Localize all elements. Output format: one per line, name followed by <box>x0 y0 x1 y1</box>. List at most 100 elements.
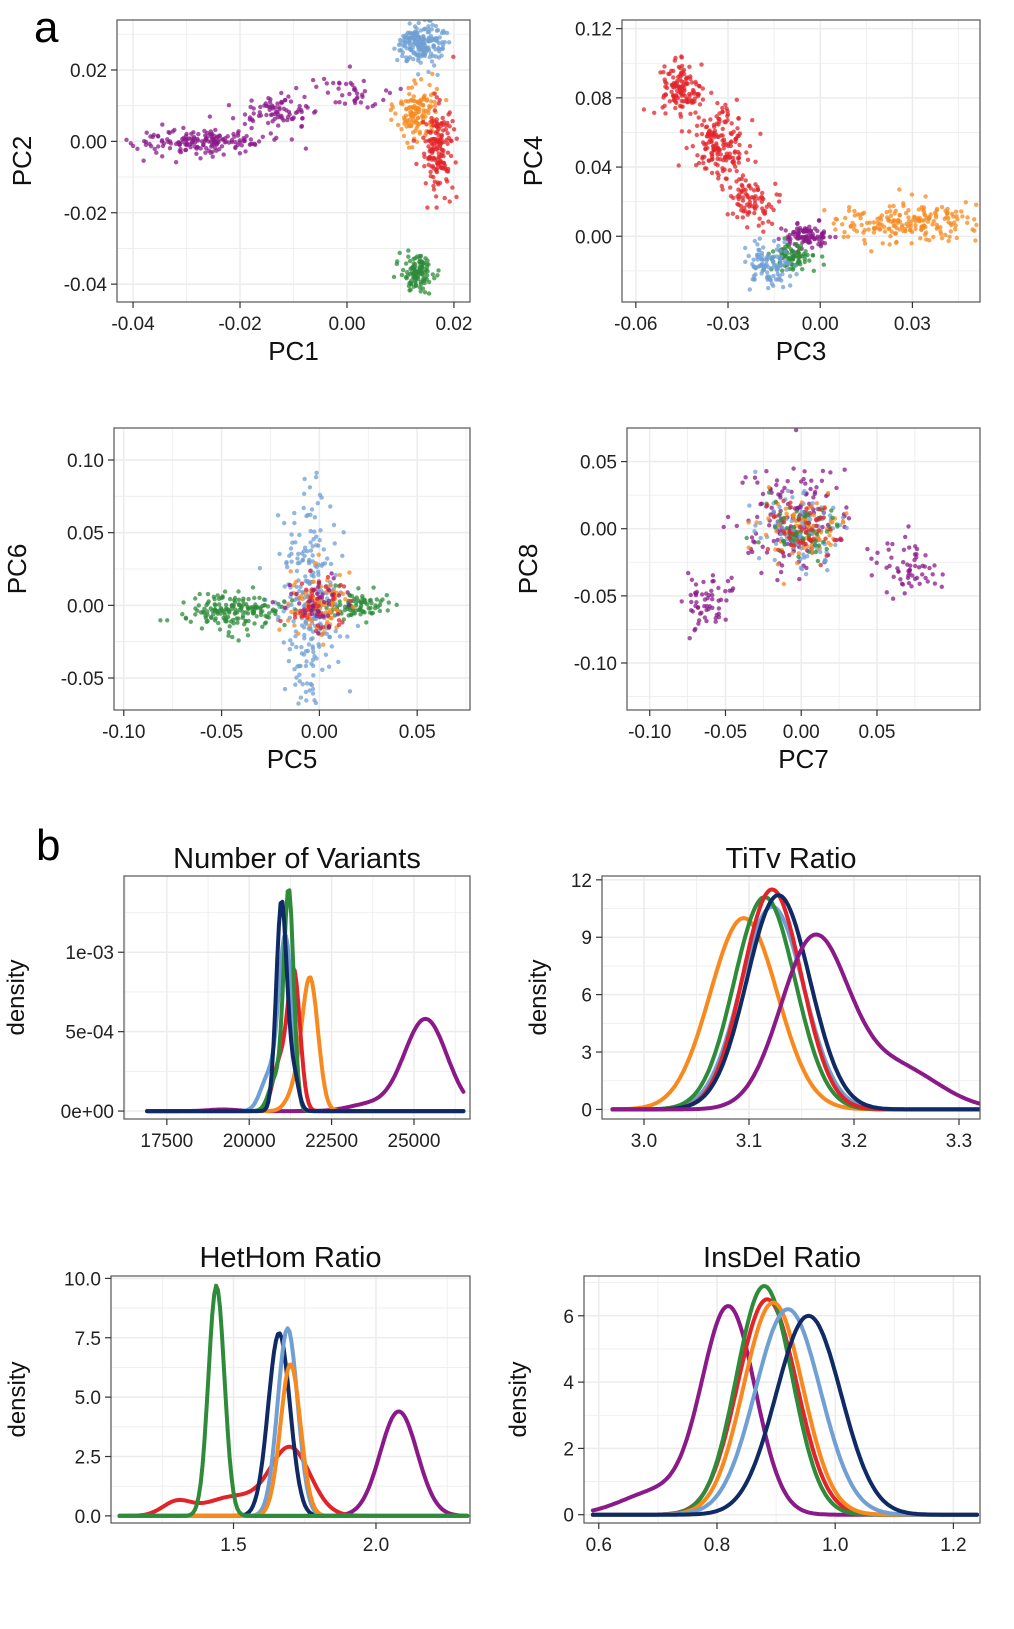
point <box>408 112 414 118</box>
point <box>331 80 336 86</box>
point <box>300 116 305 121</box>
point <box>453 160 458 165</box>
point <box>380 597 385 602</box>
point <box>759 257 765 262</box>
point <box>778 569 784 575</box>
point <box>944 211 950 216</box>
marks <box>610 887 980 1112</box>
point <box>897 213 902 218</box>
point <box>154 150 159 155</box>
point <box>696 115 701 120</box>
point <box>441 128 446 133</box>
point <box>784 525 790 531</box>
point <box>939 231 944 237</box>
point <box>894 239 899 245</box>
point <box>877 227 882 232</box>
point <box>720 168 726 174</box>
point <box>416 53 421 58</box>
point <box>759 501 764 506</box>
point <box>295 556 300 561</box>
point <box>421 34 426 39</box>
point <box>341 530 346 535</box>
point <box>774 482 779 488</box>
point <box>288 546 294 551</box>
point <box>306 561 312 566</box>
point <box>395 57 400 63</box>
y-tick-label: 10.0 <box>64 1269 101 1290</box>
y-tick-label: 6 <box>581 986 592 1007</box>
point <box>267 100 273 105</box>
point <box>252 605 257 610</box>
point <box>316 552 321 557</box>
point <box>663 111 668 116</box>
x-tick-label: -0.10 <box>628 722 671 743</box>
x-axis-title: PC7 <box>778 744 829 774</box>
point <box>300 682 305 687</box>
point <box>226 610 232 615</box>
point <box>294 591 299 597</box>
point <box>412 24 418 29</box>
point <box>809 527 814 532</box>
y-axis-title: density <box>525 959 552 1035</box>
point <box>756 540 761 545</box>
point <box>304 513 309 519</box>
point <box>808 510 813 516</box>
point <box>423 114 428 119</box>
point <box>909 241 914 246</box>
point <box>844 505 849 510</box>
point <box>913 563 918 569</box>
point <box>720 109 725 115</box>
point <box>411 57 416 62</box>
point <box>307 581 312 587</box>
point <box>337 634 343 639</box>
point <box>346 602 352 608</box>
point <box>331 576 336 581</box>
point <box>338 602 343 607</box>
point <box>270 600 275 605</box>
point <box>697 84 702 89</box>
y-tick-label: 3 <box>581 1043 592 1064</box>
point <box>330 592 335 598</box>
point <box>257 566 263 571</box>
point <box>286 94 291 99</box>
point <box>244 627 250 632</box>
point <box>215 593 220 598</box>
point <box>445 150 451 155</box>
point <box>161 141 167 146</box>
y-axis-title: PC2 <box>7 136 37 187</box>
point <box>815 558 821 564</box>
point <box>312 529 317 534</box>
point <box>399 272 405 278</box>
point <box>268 112 274 118</box>
point <box>907 228 913 233</box>
point <box>228 596 233 602</box>
point <box>396 122 401 128</box>
point <box>448 138 453 143</box>
point <box>652 110 657 116</box>
point <box>701 579 706 585</box>
point <box>421 135 426 140</box>
point <box>360 594 365 599</box>
point <box>679 599 684 604</box>
point <box>209 615 214 621</box>
point <box>953 209 959 214</box>
point <box>833 542 838 548</box>
point <box>880 241 885 246</box>
point <box>781 529 786 534</box>
point <box>400 50 406 55</box>
point <box>829 508 834 513</box>
point <box>756 556 762 561</box>
point <box>740 198 746 203</box>
point <box>808 537 813 542</box>
point <box>740 184 745 189</box>
point <box>348 598 353 604</box>
point <box>307 598 312 604</box>
point <box>244 134 249 139</box>
point <box>808 486 813 492</box>
point <box>753 182 758 187</box>
point <box>731 195 736 201</box>
point <box>434 161 440 166</box>
point <box>365 105 370 110</box>
point <box>834 522 840 527</box>
point <box>394 602 399 607</box>
